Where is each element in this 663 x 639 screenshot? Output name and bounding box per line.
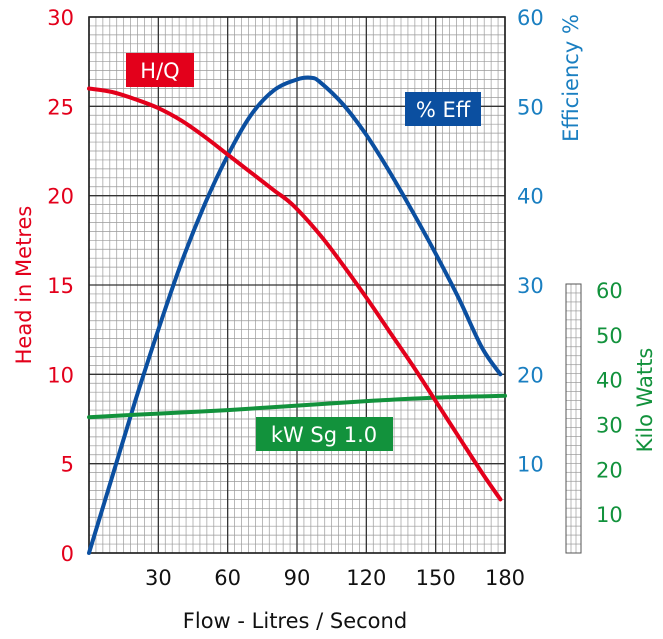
efficiency-tick-label: 40 [517,185,544,209]
efficiency-curve [87,75,503,555]
series-label-power: kW Sg 1.0 [256,417,393,451]
series-label-power-text: kW Sg 1.0 [271,423,377,447]
x-tick-label: 90 [284,566,311,590]
efficiency-tick-label: 10 [517,453,544,477]
kilowatt-tick-label: 10 [596,503,623,527]
plot-border [88,16,506,554]
kilowatt-axis-tick-labels: 10 20 30 40 50 60 [596,279,623,527]
efficiency-axis-title: Efficiency % [559,14,583,142]
x-tick-label: 180 [485,566,525,590]
head-axis-title: Head in Metres [12,206,36,365]
kilowatt-tick-label: 60 [596,279,623,303]
efficiency-axis-tick-labels: 10 20 30 40 50 60 [517,6,544,477]
head-axis-tick-labels: 0 5 10 15 20 25 30 [47,6,74,566]
series-label-efficiency: % Eff [405,92,481,126]
efficiency-tick-label: 50 [517,95,544,119]
head-tick-label: 15 [47,274,74,298]
head-tick-label: 30 [47,6,74,30]
efficiency-tick-label: 60 [517,6,544,30]
head-tick-label: 5 [61,453,74,477]
head-tick-label: 0 [61,542,74,566]
series-label-head: H/Q [126,53,194,87]
kilowatt-scale-border [565,283,582,554]
series-label-head-text: H/Q [140,59,179,83]
series-label-efficiency-text: % Eff [416,98,471,122]
x-tick-label: 150 [416,566,456,590]
head-tick-label: 10 [47,363,74,387]
head-flow-curve [87,86,503,502]
x-tick-label: 30 [145,566,172,590]
kilowatt-scale-grid [565,283,582,554]
efficiency-tick-label: 30 [517,274,544,298]
x-tick-label: 120 [346,566,386,590]
x-axis-tick-labels: 30 60 90 120 150 180 [145,566,525,590]
kilowatt-tick-label: 50 [596,324,623,348]
x-axis-title: Flow - Litres / Second [183,609,407,633]
kilowatt-tick-label: 30 [596,414,623,438]
kilowatt-axis-title: Kilo Watts [633,348,657,453]
kilowatt-tick-label: 40 [596,369,623,393]
x-tick-label: 60 [214,566,241,590]
efficiency-tick-label: 20 [517,363,544,387]
kilowatt-tick-label: 20 [596,458,623,482]
head-tick-label: 25 [47,95,74,119]
head-tick-label: 20 [47,185,74,209]
